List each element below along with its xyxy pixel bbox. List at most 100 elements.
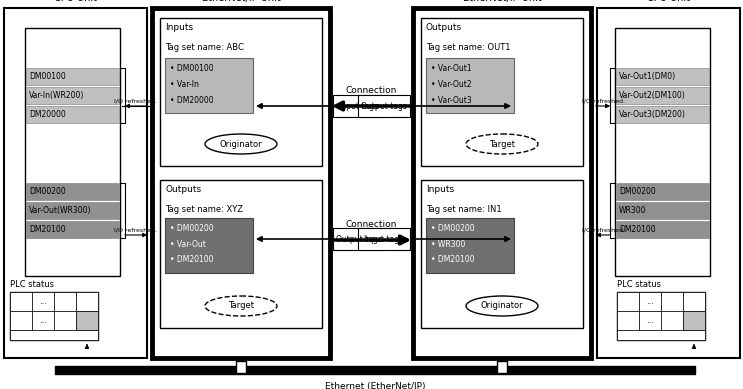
Text: PLC status: PLC status [617, 280, 661, 289]
Text: Inputs: Inputs [165, 23, 193, 32]
Ellipse shape [466, 296, 538, 316]
Text: Inputs: Inputs [426, 184, 454, 193]
Bar [152, 8, 330, 358]
Bar [683, 311, 705, 330]
Bar [26, 106, 119, 123]
Bar [421, 18, 583, 166]
Text: DM00200: DM00200 [619, 187, 656, 196]
Bar [615, 28, 710, 276]
Bar [26, 87, 119, 104]
Bar [426, 58, 514, 113]
Text: • DM00200: • DM00200 [170, 224, 214, 233]
Text: ...: ... [646, 316, 654, 325]
Text: I/O refreshed.: I/O refreshed. [114, 228, 158, 233]
Text: ...: ... [39, 297, 47, 306]
Bar [165, 58, 253, 113]
Text: • Var-Out: • Var-Out [170, 240, 206, 249]
Text: Target: Target [228, 301, 254, 310]
Bar [4, 8, 147, 358]
Bar [26, 202, 119, 219]
Bar [54, 292, 76, 311]
Bar [421, 180, 583, 328]
Text: Originator: Originator [220, 140, 262, 149]
Bar [616, 183, 709, 200]
Text: • Var-Out1: • Var-Out1 [431, 63, 472, 72]
Text: PLC status: PLC status [10, 280, 54, 289]
Text: Target: Target [489, 140, 515, 149]
Bar [617, 292, 639, 311]
Bar [617, 330, 705, 340]
Text: ...: ... [646, 297, 654, 306]
Bar [661, 292, 683, 311]
Bar [160, 18, 322, 166]
Text: WR300: WR300 [619, 206, 646, 215]
Ellipse shape [205, 134, 277, 154]
Text: Var-Out3(DM200): Var-Out3(DM200) [619, 110, 686, 119]
Text: • WR300: • WR300 [431, 240, 465, 249]
Bar [616, 202, 709, 219]
Bar [358, 95, 410, 117]
Bar [54, 311, 76, 330]
Bar [236, 361, 246, 373]
Text: • DM20100: • DM20100 [431, 256, 475, 265]
Bar [616, 87, 709, 104]
Text: • Var-Out3: • Var-Out3 [431, 96, 472, 105]
Bar [639, 292, 661, 311]
Text: Output tags: Output tags [336, 235, 382, 244]
Bar [76, 311, 98, 330]
Bar [426, 218, 514, 273]
Bar [76, 292, 98, 311]
Text: Connection: Connection [345, 219, 398, 228]
Bar [32, 311, 54, 330]
Bar [661, 311, 683, 330]
Text: Var-In(WR200): Var-In(WR200) [29, 91, 85, 100]
Bar [32, 292, 54, 311]
Text: • DM20100: • DM20100 [170, 256, 213, 265]
Text: EtherNet/IP Unit: EtherNet/IP Unit [201, 0, 280, 3]
Text: DM20100: DM20100 [29, 225, 65, 234]
Bar [10, 292, 32, 311]
Text: Outputs: Outputs [165, 184, 201, 193]
Text: Input tags: Input tags [364, 235, 403, 244]
Text: Tag set name: IN1: Tag set name: IN1 [426, 205, 502, 214]
Bar [639, 311, 661, 330]
Text: I/O refreshed.: I/O refreshed. [582, 228, 625, 233]
Bar [10, 330, 98, 340]
Text: Output tags: Output tags [361, 102, 407, 110]
Bar [10, 311, 32, 330]
Bar [333, 228, 385, 250]
Ellipse shape [466, 134, 538, 154]
Text: • Var-In: • Var-In [170, 79, 199, 89]
Text: Tag set name: OUT1: Tag set name: OUT1 [426, 42, 510, 51]
Text: Tag set name: ABC: Tag set name: ABC [165, 42, 244, 51]
Text: Outputs: Outputs [426, 23, 462, 32]
Text: DM20000: DM20000 [29, 110, 65, 119]
Text: EtherNet/IP Unit: EtherNet/IP Unit [463, 0, 542, 3]
Text: CPU Unit: CPU Unit [54, 0, 97, 3]
Bar [616, 106, 709, 123]
Bar [333, 95, 385, 117]
Text: DM00200: DM00200 [29, 187, 65, 196]
Bar [26, 183, 119, 200]
Text: DM00100: DM00100 [29, 72, 65, 81]
Bar [617, 311, 639, 330]
Bar [76, 311, 98, 330]
Bar [597, 8, 740, 358]
Bar [358, 228, 410, 250]
Bar [413, 8, 591, 358]
Text: I/O refreshed.: I/O refreshed. [582, 98, 625, 103]
Bar [617, 292, 705, 340]
Text: I/O refreshed.: I/O refreshed. [114, 98, 158, 103]
Text: Var-Out(WR300): Var-Out(WR300) [29, 206, 91, 215]
Text: • DM00200: • DM00200 [431, 224, 475, 233]
Text: Input tags: Input tags [340, 102, 379, 110]
Text: Originator: Originator [481, 301, 523, 310]
Ellipse shape [205, 296, 277, 316]
Bar [616, 68, 709, 85]
Text: Ethernet (EtherNet/IP): Ethernet (EtherNet/IP) [325, 382, 425, 389]
Bar [165, 218, 253, 273]
Text: ...: ... [39, 316, 47, 325]
Bar [683, 311, 705, 330]
Bar [683, 292, 705, 311]
Bar [160, 180, 322, 328]
